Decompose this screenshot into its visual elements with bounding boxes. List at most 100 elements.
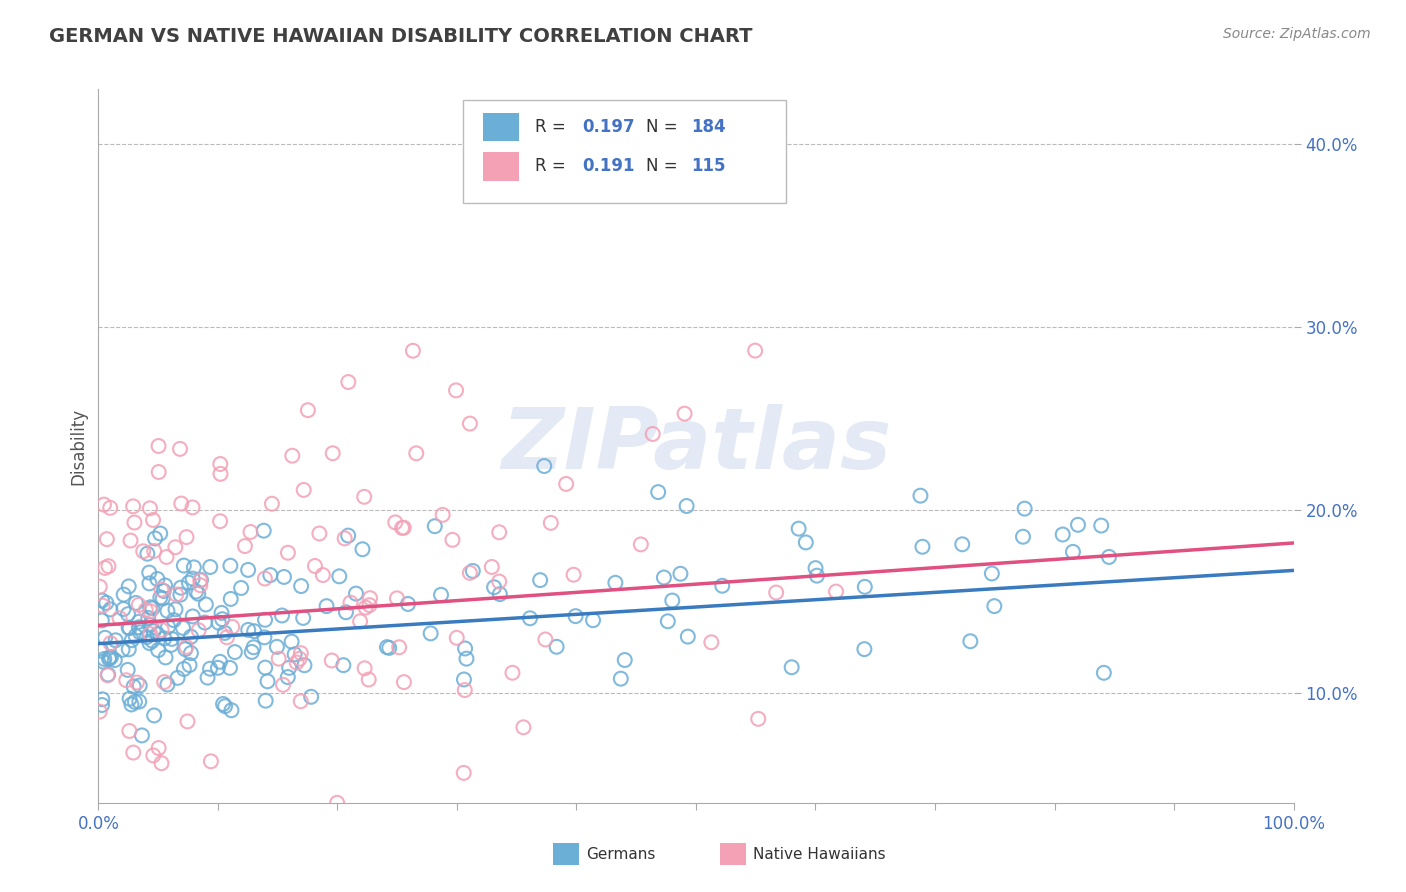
Point: [780, 660, 803, 674]
Point: [90, 614, 112, 628]
Point: [519, 611, 541, 625]
Point: [453, 765, 475, 780]
Text: 0.197: 0.197: [582, 118, 636, 136]
Point: [610, 672, 633, 686]
Point: [118, 691, 141, 706]
Point: [188, 578, 211, 592]
Point: [98, 602, 121, 616]
Point: [98, 650, 121, 665]
Point: [242, 640, 264, 655]
Point: [352, 542, 374, 557]
Point: [118, 642, 141, 657]
Point: [564, 609, 586, 624]
Point: [254, 613, 277, 627]
Point: [384, 516, 406, 530]
Point: [304, 558, 326, 573]
Text: Germans: Germans: [586, 847, 655, 862]
Point: [458, 417, 481, 431]
Point: [481, 560, 503, 574]
Point: [94, 561, 117, 575]
Text: 0.191: 0.191: [582, 157, 636, 175]
Point: [117, 607, 139, 621]
Point: [170, 497, 193, 511]
Point: [456, 651, 478, 665]
Point: [146, 572, 169, 586]
Point: [96, 596, 118, 610]
Point: [98, 652, 121, 666]
Point: [254, 694, 277, 708]
Point: [153, 578, 176, 592]
Point: [700, 635, 723, 649]
Point: [501, 665, 523, 680]
Point: [488, 525, 510, 540]
Point: [100, 636, 122, 650]
Point: [378, 640, 401, 655]
Point: [166, 671, 188, 685]
Point: [89, 705, 111, 719]
Point: [294, 658, 316, 673]
Point: [132, 544, 155, 558]
Point: [181, 572, 204, 586]
Point: [160, 638, 183, 652]
Point: [208, 655, 231, 669]
Point: [194, 615, 217, 630]
Point: [983, 599, 1005, 614]
Point: [292, 611, 315, 625]
Point: [155, 549, 177, 564]
Point: [176, 714, 198, 729]
Point: [1012, 530, 1035, 544]
Point: [156, 604, 179, 618]
Point: [148, 439, 170, 453]
Point: [177, 575, 200, 590]
Point: [194, 598, 217, 612]
Point: [148, 741, 170, 756]
Point: [118, 579, 141, 593]
Point: [744, 343, 766, 358]
Point: [181, 500, 204, 515]
Point: [375, 640, 398, 654]
Point: [214, 626, 236, 640]
Point: [219, 558, 242, 573]
Point: [128, 695, 150, 709]
Point: [765, 585, 787, 599]
Point: [253, 524, 276, 538]
Point: [153, 632, 176, 646]
Point: [90, 644, 112, 658]
Point: [605, 575, 627, 590]
Point: [146, 627, 169, 641]
Point: [321, 653, 343, 667]
Point: [911, 540, 934, 554]
Point: [91, 593, 114, 607]
Point: [124, 695, 146, 709]
Point: [980, 566, 1002, 581]
Point: [136, 611, 159, 625]
Point: [165, 602, 187, 616]
Point: [853, 642, 876, 657]
Point: [281, 449, 304, 463]
Point: [163, 613, 186, 627]
Point: [512, 720, 534, 734]
Point: [174, 642, 197, 657]
Point: [209, 514, 232, 528]
Point: [315, 599, 337, 614]
Point: [419, 626, 441, 640]
Point: [676, 630, 699, 644]
Point: [562, 567, 585, 582]
Point: [322, 446, 344, 460]
FancyBboxPatch shape: [484, 112, 519, 141]
Point: [353, 490, 375, 504]
Point: [120, 698, 142, 712]
Point: [529, 573, 551, 587]
Point: [240, 645, 263, 659]
Point: [357, 673, 380, 687]
Point: [197, 671, 219, 685]
Point: [534, 632, 557, 647]
Point: [200, 560, 222, 574]
Point: [176, 640, 198, 654]
Point: [312, 568, 335, 582]
Point: [910, 489, 932, 503]
Point: [152, 591, 174, 606]
Point: [630, 537, 652, 551]
Point: [1062, 545, 1084, 559]
Point: [278, 661, 301, 675]
